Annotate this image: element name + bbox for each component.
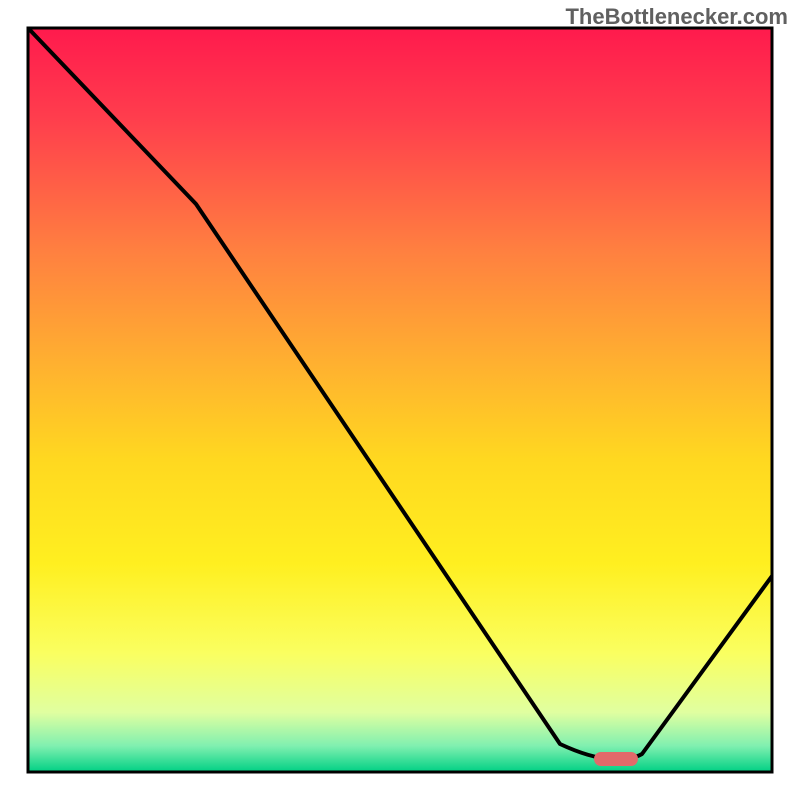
watermark-text: TheBottlenecker.com: [565, 4, 788, 30]
chart-container: TheBottlenecker.com: [0, 0, 800, 800]
plot-background: [28, 28, 772, 772]
chart-svg: [0, 0, 800, 800]
optimal-marker: [594, 752, 638, 766]
